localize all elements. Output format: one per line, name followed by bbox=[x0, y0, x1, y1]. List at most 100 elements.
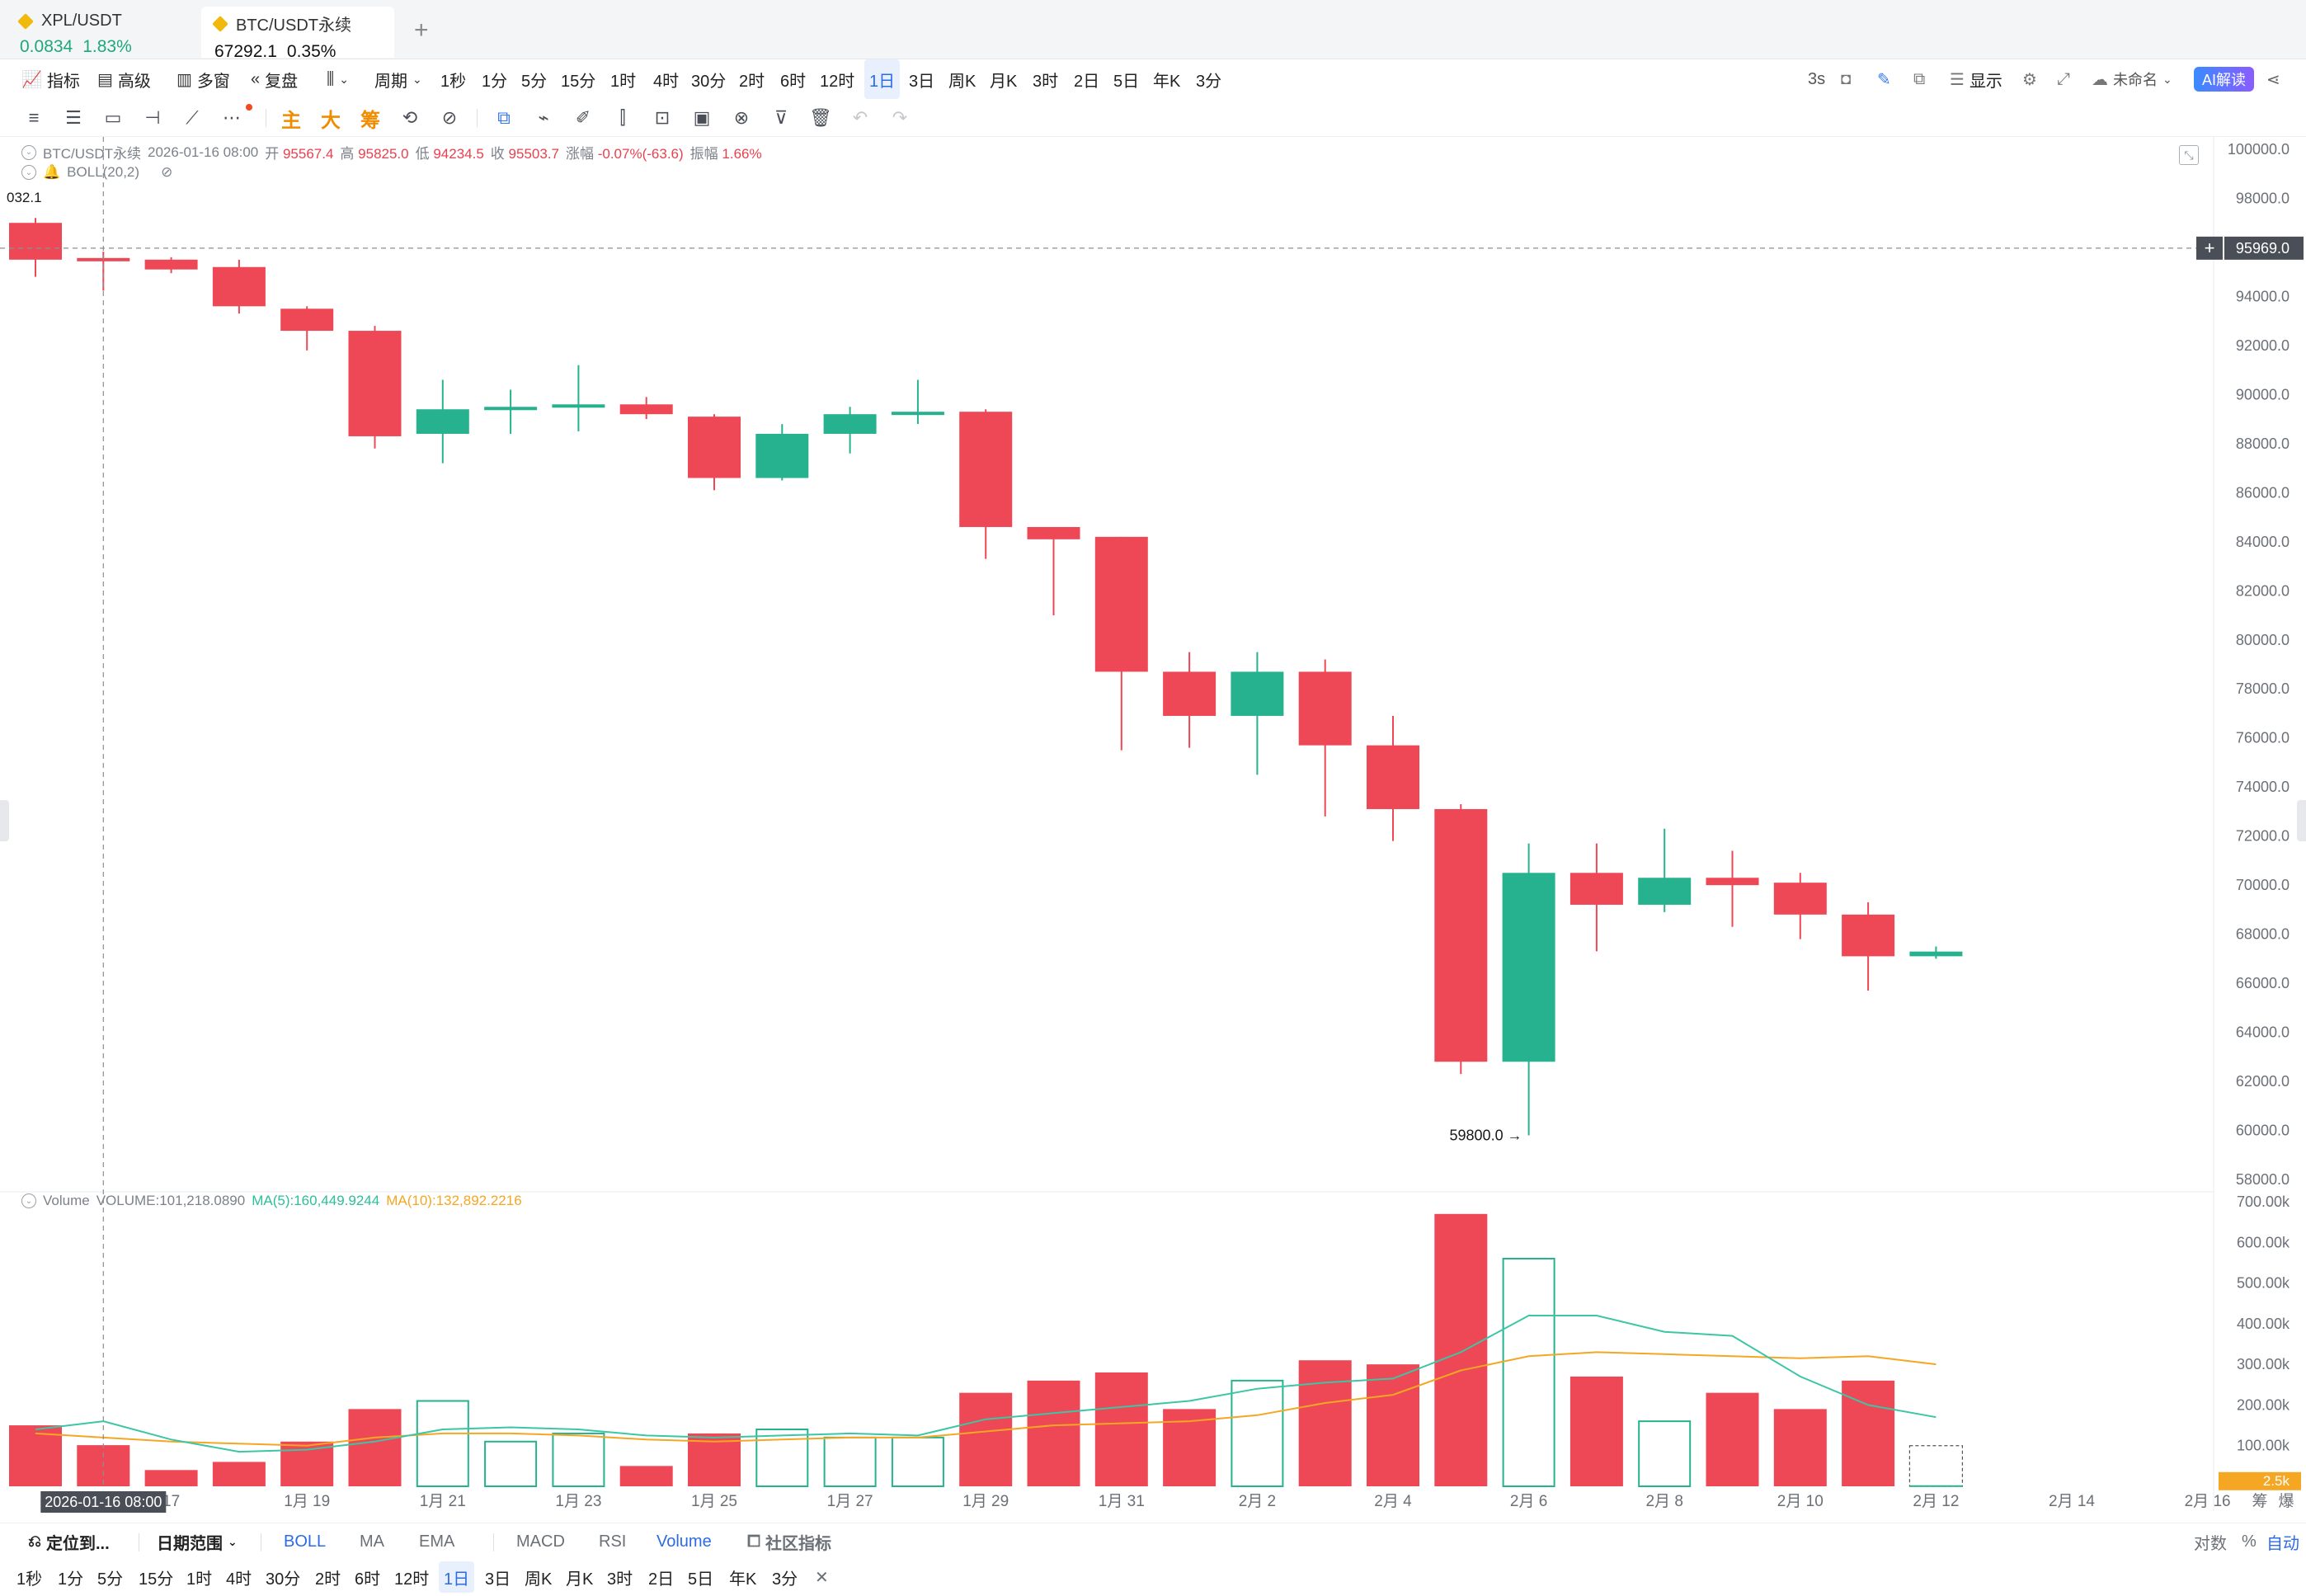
interval-9[interactable]: 12时 bbox=[820, 72, 855, 91]
bottom-interval-15[interactable]: 2日 bbox=[648, 1570, 675, 1589]
ruler-icon[interactable]: ⌁ bbox=[538, 107, 549, 128]
locate-button[interactable]: ⎌ 定位到... bbox=[28, 1523, 110, 1560]
bottom-interval-0[interactable]: 1秒 bbox=[16, 1570, 43, 1589]
interval-10[interactable]: 1日 bbox=[864, 59, 901, 99]
bottom-interval-11[interactable]: 3日 bbox=[485, 1570, 511, 1589]
interval-15[interactable]: 2日 bbox=[1074, 72, 1100, 91]
indicator-ma[interactable]: MA bbox=[360, 1532, 384, 1551]
undo-icon[interactable]: ↶ bbox=[852, 107, 868, 128]
eye-off-icon[interactable]: ⊘ bbox=[161, 164, 173, 180]
indicators-button[interactable]: 📈 指标 bbox=[21, 59, 80, 99]
interval-3[interactable]: 15分 bbox=[561, 72, 596, 91]
add-tab-button[interactable]: + bbox=[414, 16, 429, 44]
chart-type-button[interactable]: ⫼ ⌄ bbox=[327, 59, 349, 99]
bottom-interval-5[interactable]: 4时 bbox=[226, 1570, 252, 1589]
trash-icon[interactable]: 🗑 bbox=[809, 107, 832, 128]
interval-11[interactable]: 3日 bbox=[909, 72, 935, 91]
rectangle-tool-icon[interactable]: ▭ bbox=[104, 107, 122, 128]
layout-name-dropdown[interactable]: ☁ 未命名 ⌄ bbox=[2092, 59, 2172, 99]
advanced-button[interactable]: ▤ 高级 bbox=[97, 59, 151, 99]
auto-scale-toggle[interactable]: 自动 bbox=[2266, 1534, 2299, 1553]
refresh-interval[interactable]: 3s bbox=[1808, 69, 1826, 88]
bottom-interval-4[interactable]: 1时 bbox=[186, 1570, 213, 1589]
edit-icon[interactable]: ✎ bbox=[1877, 70, 1891, 89]
bottom-interval-6[interactable]: 30分 bbox=[266, 1570, 301, 1589]
left-panel-handle[interactable] bbox=[0, 800, 9, 841]
bottom-interval-13[interactable]: 月K bbox=[566, 1570, 594, 1589]
filter-icon[interactable]: ⊽ bbox=[774, 107, 788, 128]
candlestick-chart[interactable]: 100000.098000.096000.094000.092000.09000… bbox=[0, 137, 2306, 1523]
interval-7[interactable]: 2时 bbox=[739, 72, 765, 91]
collapse-icon[interactable]: ⌄ bbox=[21, 165, 36, 180]
brush-icon[interactable]: ✐ bbox=[575, 107, 591, 128]
candlestick-tool-icon[interactable]: ⫿ bbox=[619, 107, 626, 128]
indicator-macd[interactable]: MACD bbox=[516, 1532, 565, 1551]
interval-8[interactable]: 6时 bbox=[780, 72, 807, 91]
multi-window-button[interactable]: ▥ 多窗 bbox=[176, 59, 230, 99]
date-range-dropdown[interactable]: 日期范围 ⌄ bbox=[157, 1523, 238, 1560]
period-dropdown[interactable]: 周期 ⌄ bbox=[374, 59, 422, 99]
fullscreen-icon[interactable]: ⤢ bbox=[2057, 69, 2070, 88]
redo-icon[interactable]: ↷ bbox=[892, 107, 908, 128]
bottom-interval-17[interactable]: 年K bbox=[729, 1570, 757, 1589]
lock-icon[interactable]: ⊡ bbox=[654, 107, 671, 128]
interval-18[interactable]: 3分 bbox=[1196, 72, 1222, 91]
note-icon[interactable]: ▣ bbox=[693, 107, 711, 128]
interval-17[interactable]: 年K bbox=[1153, 72, 1181, 91]
main-chart-toggle[interactable]: 主 bbox=[281, 109, 301, 132]
interval-14[interactable]: 3时 bbox=[1033, 72, 1059, 91]
sync-icon[interactable]: ⟲ bbox=[402, 107, 418, 128]
interval-4[interactable]: 1时 bbox=[610, 72, 637, 91]
tab-xpl-usdt[interactable]: XPL/USDT 0.0834 1.83% bbox=[7, 7, 195, 58]
bottom-interval-12[interactable]: 周K bbox=[525, 1570, 553, 1589]
indicator-rsi[interactable]: RSI bbox=[599, 1532, 627, 1551]
interval-6[interactable]: 30分 bbox=[691, 72, 727, 91]
bottom-interval-10[interactable]: 1日 bbox=[439, 1561, 475, 1593]
interval-5[interactable]: 4时 bbox=[653, 72, 680, 91]
lines-menu-icon[interactable]: ≡ bbox=[28, 107, 40, 128]
hray-tool-icon[interactable]: ⊣ bbox=[144, 107, 161, 128]
right-panel-handle[interactable] bbox=[2297, 800, 2306, 841]
bottom-interval-16[interactable]: 5日 bbox=[688, 1570, 714, 1589]
trendline-tool-icon[interactable]: ⟋ bbox=[186, 107, 199, 128]
hline-tool-icon[interactable]: ☰ bbox=[65, 107, 82, 128]
close-icon[interactable]: ✕ bbox=[815, 1568, 829, 1587]
interval-13[interactable]: 月K bbox=[990, 72, 1018, 91]
interval-12[interactable]: 周K bbox=[948, 72, 977, 91]
magnet-icon[interactable]: ⧉ bbox=[497, 107, 511, 128]
bottom-interval-2[interactable]: 5分 bbox=[97, 1570, 124, 1589]
bottom-interval-18[interactable]: 3分 bbox=[772, 1570, 798, 1589]
interval-1[interactable]: 1分 bbox=[482, 72, 508, 91]
tab-btc-usdt-perp[interactable]: BTC/USDT永续 67292.1 0.35% bbox=[201, 7, 394, 61]
bottom-interval-8[interactable]: 6时 bbox=[355, 1570, 381, 1589]
bottom-interval-3[interactable]: 15分 bbox=[139, 1570, 174, 1589]
link-icon[interactable]: ⊗ bbox=[733, 107, 750, 128]
big-order-toggle[interactable]: 大 bbox=[321, 109, 341, 132]
indicator-boll[interactable]: BOLL bbox=[284, 1532, 327, 1551]
bottom-interval-7[interactable]: 2时 bbox=[315, 1570, 341, 1589]
collapse-icon[interactable]: ⌄ bbox=[21, 144, 36, 160]
log-scale-toggle[interactable]: 对数 bbox=[2194, 1534, 2227, 1553]
replay-button[interactable]: «复盘 bbox=[251, 59, 298, 99]
bell-icon[interactable]: 🔔 bbox=[43, 164, 61, 180]
chips-toggle[interactable]: 筹 bbox=[360, 109, 380, 132]
indicator-volume[interactable]: Volume bbox=[657, 1532, 712, 1551]
community-indicators-button[interactable]: ⧠ 社区指标 bbox=[747, 1523, 831, 1560]
more-tools-icon[interactable]: ⋯ bbox=[223, 107, 241, 128]
ai-interpret-button[interactable]: AI解读 bbox=[2194, 67, 2255, 92]
indicator-ema[interactable]: EMA bbox=[419, 1532, 455, 1551]
percent-scale-toggle[interactable]: % bbox=[2242, 1532, 2257, 1551]
screenshot-icon[interactable]: ◘ bbox=[1841, 69, 1852, 88]
bottom-interval-1[interactable]: 1分 bbox=[58, 1570, 84, 1589]
bottom-interval-9[interactable]: 12时 bbox=[394, 1570, 430, 1589]
display-button[interactable]: ☰ 显示 bbox=[1950, 59, 2002, 99]
settings-icon[interactable]: ⚙ bbox=[2022, 70, 2037, 89]
interval-0[interactable]: 1秒 bbox=[440, 72, 467, 91]
bottom-interval-14[interactable]: 3时 bbox=[607, 1570, 633, 1589]
hide-drawings-icon[interactable]: ⊘ bbox=[441, 107, 458, 128]
interval-16[interactable]: 5日 bbox=[1113, 72, 1140, 91]
template-icon[interactable]: ⧉ bbox=[1913, 69, 1926, 88]
interval-2[interactable]: 5分 bbox=[521, 72, 548, 91]
share-icon[interactable]: ⋖ bbox=[2266, 70, 2280, 89]
collapse-icon[interactable]: ⌄ bbox=[21, 1193, 36, 1208]
